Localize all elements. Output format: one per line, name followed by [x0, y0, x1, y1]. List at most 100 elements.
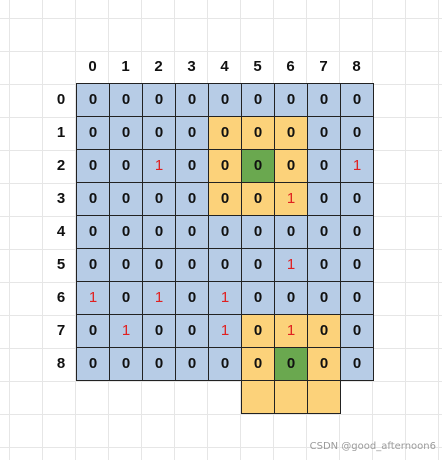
cell-r4-c1: 0 — [109, 215, 143, 249]
cell-r2-c0: 0 — [76, 149, 110, 183]
row-label-1: 1 — [56, 123, 66, 141]
cell-r5-c1: 0 — [109, 248, 143, 282]
cell-r2-c8: 1 — [340, 149, 374, 183]
cell-r5-c8: 0 — [340, 248, 374, 282]
cell-r5-c2: 0 — [142, 248, 176, 282]
row-label-5: 5 — [56, 255, 66, 273]
cell-r7-c2: 0 — [142, 314, 176, 348]
cell-r8-c4: 0 — [208, 347, 242, 381]
cell-r3-c0: 0 — [76, 182, 110, 216]
cell-r8-c5: 0 — [241, 347, 275, 381]
cell-r5-c6: 1 — [274, 248, 308, 282]
cell-r7-c8: 0 — [340, 314, 374, 348]
row-label-3: 3 — [56, 189, 66, 207]
cell-r2-c6: 0 — [274, 149, 308, 183]
cell-r0-c5: 0 — [241, 83, 275, 117]
row-label-2: 2 — [56, 156, 66, 174]
cell-r1-c4: 0 — [208, 116, 242, 150]
cell-r3-c8: 0 — [340, 182, 374, 216]
cell-r6-c5: 0 — [241, 281, 275, 315]
column-label-3: 3 — [187, 58, 196, 75]
cell-r7-c4: 1 — [208, 314, 242, 348]
cell-r4-c0: 0 — [76, 215, 110, 249]
cell-r1-c1: 0 — [109, 116, 143, 150]
cell-r2-c5: 0 — [241, 149, 275, 183]
cell-r0-c3: 0 — [175, 83, 209, 117]
cell-r1-c3: 0 — [175, 116, 209, 150]
cell-r7-c5: 0 — [241, 314, 275, 348]
cell-r5-c3: 0 — [175, 248, 209, 282]
cell-r0-c2: 0 — [142, 83, 176, 117]
cell-r4-c2: 0 — [142, 215, 176, 249]
cell-r7-c6: 1 — [274, 314, 308, 348]
row-label-8: 8 — [56, 354, 66, 372]
cell-r2-c3: 0 — [175, 149, 209, 183]
cell-r4-c7: 0 — [307, 215, 341, 249]
cell-r4-c5: 0 — [241, 215, 275, 249]
cell-r1-c7: 0 — [307, 116, 341, 150]
cell-r3-c2: 0 — [142, 182, 176, 216]
cell-r1-c8: 0 — [340, 116, 374, 150]
cell-r8-c8: 0 — [340, 347, 374, 381]
row-label-4: 4 — [56, 222, 66, 240]
cell-r0-c4: 0 — [208, 83, 242, 117]
cell-r0-c1: 0 — [109, 83, 143, 117]
cell-r0-c0: 0 — [76, 83, 110, 117]
cell-r2-c2: 1 — [142, 149, 176, 183]
cell-r0-c7: 0 — [307, 83, 341, 117]
cell-r2-c4: 0 — [208, 149, 242, 183]
cell-r8-c3: 0 — [175, 347, 209, 381]
cell-r6-c1: 0 — [109, 281, 143, 315]
cell-r4-c6: 0 — [274, 215, 308, 249]
cell-r7-c3: 0 — [175, 314, 209, 348]
cell-r7-c0: 0 — [76, 314, 110, 348]
cell-r2-c1: 0 — [109, 149, 143, 183]
cell-r6-c3: 0 — [175, 281, 209, 315]
cell-r5-c4: 0 — [208, 248, 242, 282]
cell-r3-c1: 0 — [109, 182, 143, 216]
row-label-0: 0 — [56, 90, 66, 108]
cell-r0-c6: 0 — [274, 83, 308, 117]
cell-r7-c7: 0 — [307, 314, 341, 348]
column-label-0: 0 — [88, 58, 97, 75]
cell-r8-c7: 0 — [307, 347, 341, 381]
cell-r3-c3: 0 — [175, 182, 209, 216]
cell-r4-c8: 0 — [340, 215, 374, 249]
cell-r8-c0: 0 — [76, 347, 110, 381]
cell-r6-c8: 0 — [340, 281, 374, 315]
cell-r6-c7: 0 — [307, 281, 341, 315]
watermark: CSDN @good_afternoon6 — [309, 441, 436, 452]
cell-r1-c0: 0 — [76, 116, 110, 150]
cell-r7-c1: 1 — [109, 314, 143, 348]
cell-r4-c3: 0 — [175, 215, 209, 249]
column-label-5: 5 — [253, 58, 262, 75]
column-label-2: 2 — [154, 58, 163, 75]
overflow-cell-c6 — [274, 380, 308, 414]
column-label-6: 6 — [286, 58, 295, 75]
row-label-6: 6 — [56, 288, 66, 306]
cell-r5-c5: 0 — [241, 248, 275, 282]
cell-r1-c5: 0 — [241, 116, 275, 150]
column-label-8: 8 — [352, 58, 361, 75]
cell-r6-c4: 1 — [208, 281, 242, 315]
cell-r3-c6: 1 — [274, 182, 308, 216]
overflow-cell-c7 — [307, 380, 341, 414]
cell-r3-c7: 0 — [307, 182, 341, 216]
cell-r5-c7: 0 — [307, 248, 341, 282]
cell-r2-c7: 0 — [307, 149, 341, 183]
cell-r1-c2: 0 — [142, 116, 176, 150]
cell-r6-c2: 1 — [142, 281, 176, 315]
cell-r0-c8: 0 — [340, 83, 374, 117]
column-label-1: 1 — [121, 58, 130, 75]
cell-r6-c0: 1 — [76, 281, 110, 315]
cell-r3-c5: 0 — [241, 182, 275, 216]
cell-r3-c4: 0 — [208, 182, 242, 216]
cell-r8-c2: 0 — [142, 347, 176, 381]
cell-r8-c6: 0 — [274, 347, 308, 381]
column-label-7: 7 — [319, 58, 328, 75]
row-label-7: 7 — [56, 321, 66, 339]
cell-r5-c0: 0 — [76, 248, 110, 282]
cell-r8-c1: 0 — [109, 347, 143, 381]
cell-r6-c6: 0 — [274, 281, 308, 315]
